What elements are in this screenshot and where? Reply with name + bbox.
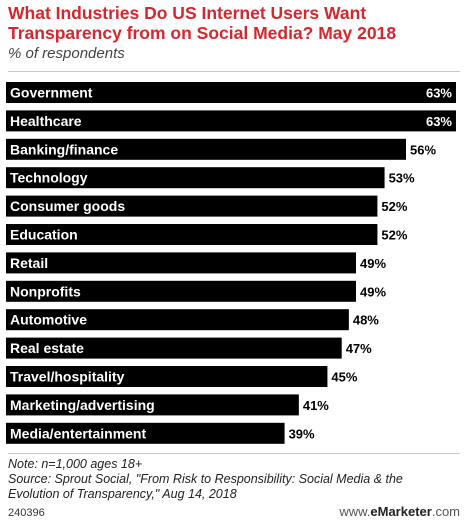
category-label: Media/entertainment	[10, 425, 146, 441]
brand-logo: www.eMarketer.com	[339, 504, 460, 519]
category-label: Banking/finance	[10, 141, 118, 157]
chart-title: What Industries Do US Internet Users Wan…	[8, 3, 397, 43]
value-label: 49%	[360, 256, 386, 271]
value-label: 63%	[426, 114, 452, 129]
category-label: Technology	[10, 170, 88, 186]
chart-note: Note: n=1,000 ages 18+	[8, 457, 143, 471]
category-label: Retail	[10, 255, 48, 271]
category-label: Education	[10, 227, 78, 243]
category-label: Travel/hospitality	[10, 369, 125, 385]
value-label: 48%	[353, 313, 379, 328]
value-label: 52%	[381, 228, 407, 243]
value-label: 45%	[331, 370, 357, 385]
brand-name: eMarketer	[370, 504, 432, 519]
top-divider	[8, 71, 460, 72]
value-label: 39%	[289, 426, 315, 441]
bar-real-estate	[6, 337, 342, 359]
bar-technology	[6, 167, 385, 189]
category-label: Nonprofits	[10, 283, 81, 299]
bar-consumer-goods	[6, 195, 378, 217]
footer-divider	[8, 453, 460, 454]
bar-retail	[6, 252, 356, 274]
value-label: 49%	[360, 284, 386, 299]
bar-banking-finance	[6, 138, 406, 160]
bar-education	[6, 224, 378, 245]
value-label: 56%	[410, 142, 436, 157]
category-label: Consumer goods	[10, 198, 125, 214]
bar-nonprofits	[6, 280, 356, 302]
value-label: 53%	[389, 171, 415, 186]
bar-chart: Government 63% Healthcare 63% Banking/financ…	[6, 82, 456, 444]
bar-media-entertainment	[6, 422, 285, 444]
chart-id: 240396	[8, 507, 45, 519]
bar-healthcare	[6, 110, 456, 132]
category-label: Automotive	[10, 312, 87, 328]
value-label: 63%	[426, 86, 452, 101]
value-label: 47%	[346, 341, 372, 356]
value-label: 52%	[381, 199, 407, 214]
category-label: Government	[10, 85, 93, 101]
category-label: Real estate	[10, 340, 84, 356]
bar-travel-hospitality	[6, 366, 328, 387]
bar-government	[6, 82, 456, 103]
chart-subtitle: % of respondents	[8, 45, 125, 62]
bar-automotive	[6, 309, 349, 331]
value-label: 41%	[303, 398, 329, 413]
chart-source: Source: Sprout Social, "From Risk to Res…	[8, 472, 403, 501]
brand-suffix: .com	[431, 504, 460, 519]
category-label: Healthcare	[10, 113, 82, 129]
category-label: Marketing/advertising	[10, 397, 155, 413]
brand-prefix: www.	[339, 504, 371, 519]
bar-marketing-advertising	[6, 394, 299, 416]
